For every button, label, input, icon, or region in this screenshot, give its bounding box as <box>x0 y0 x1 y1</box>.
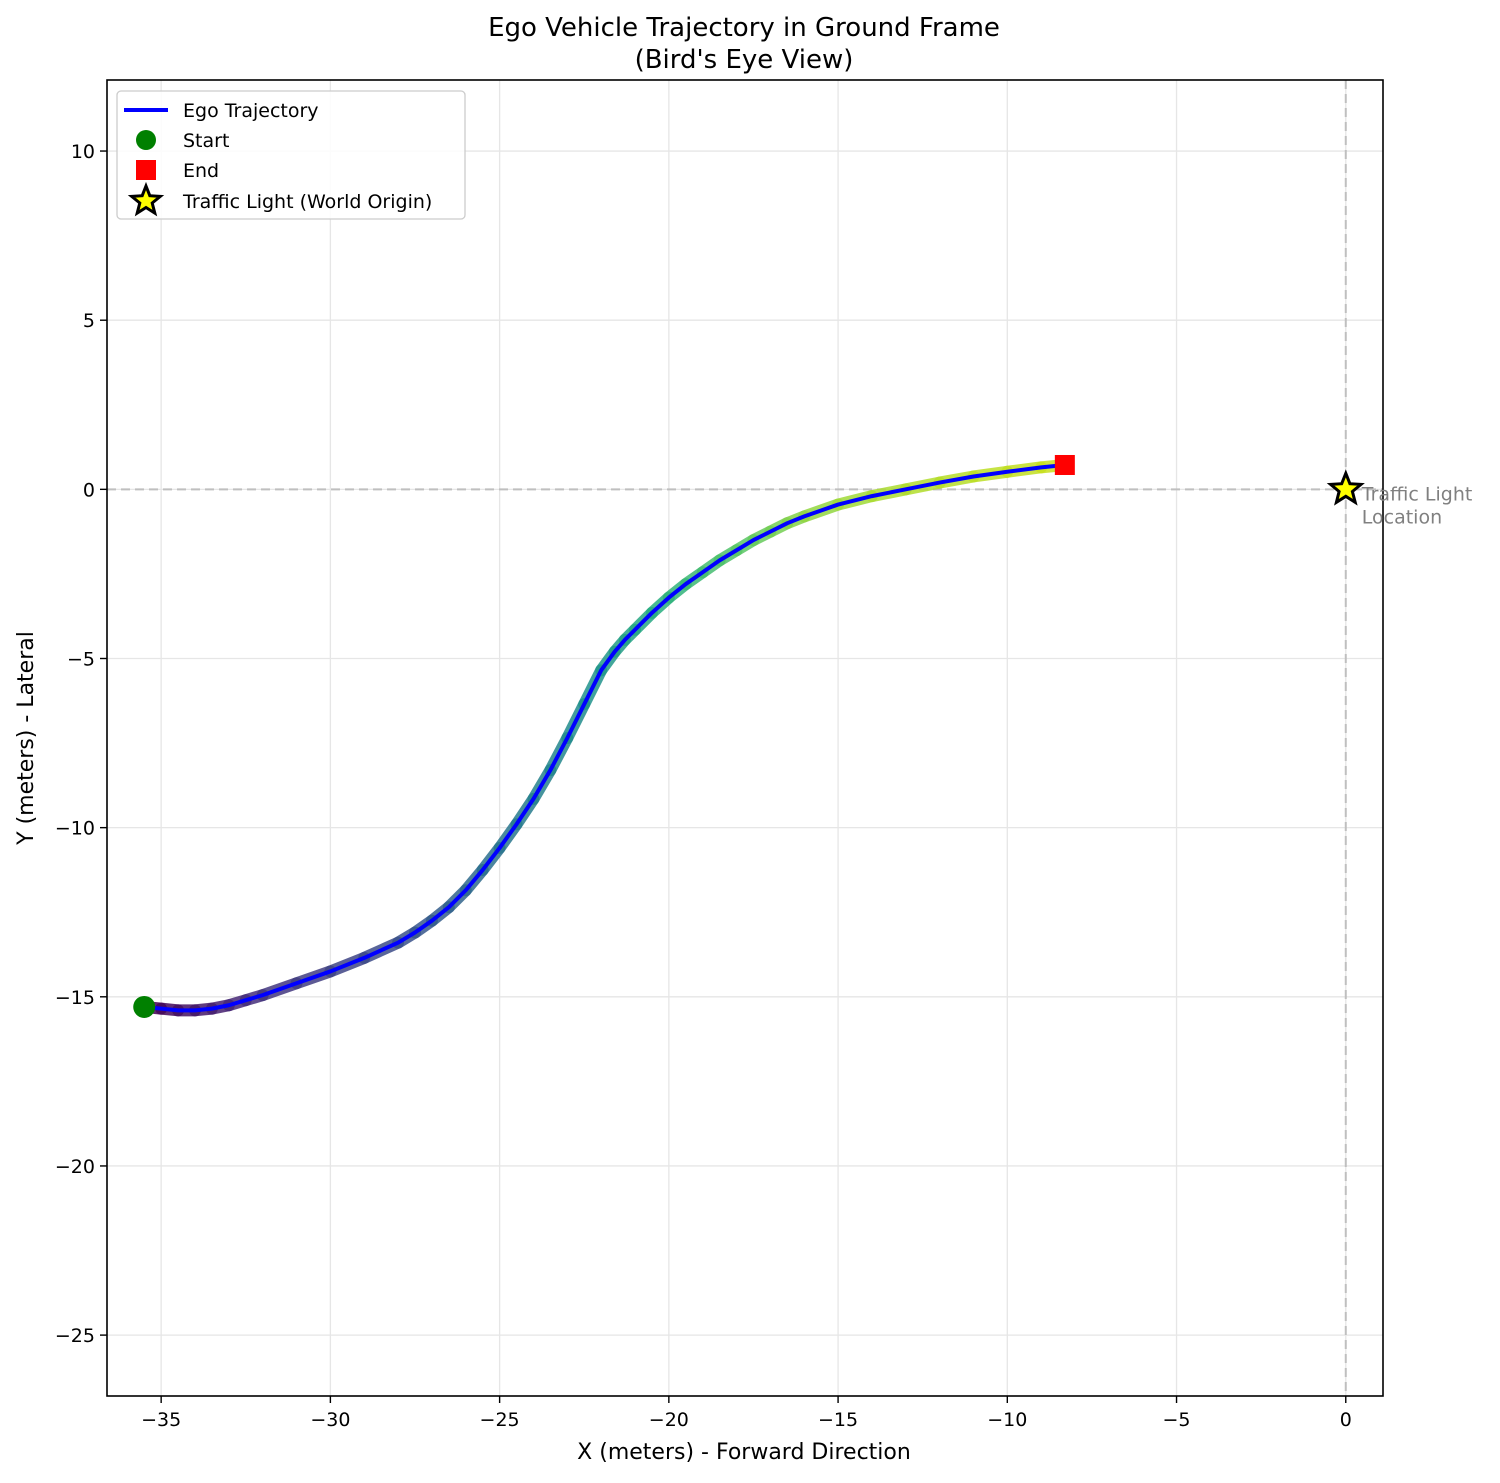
x-tick-label: −25 <box>480 1409 520 1431</box>
reference-lines <box>107 80 1383 1396</box>
traffic-light-annotation-line: Traffic Light <box>1361 483 1473 505</box>
y-tick-label: −20 <box>55 1156 95 1178</box>
legend-label: Ego Trajectory <box>183 100 319 122</box>
end-marker <box>1054 454 1075 475</box>
y-tick-label: −15 <box>55 987 95 1009</box>
y-tick-label: 10 <box>71 141 95 163</box>
legend-swatch-traffic-light <box>127 181 165 217</box>
y-tick-label: 5 <box>83 310 95 332</box>
x-tick-label: −15 <box>818 1409 858 1431</box>
y-tick-label: 0 <box>83 479 95 501</box>
legend-swatch-start <box>136 130 156 150</box>
x-tick-label: −20 <box>649 1409 689 1431</box>
x-axis-label: X (meters) - Forward Direction <box>577 1440 911 1465</box>
plot-frame <box>106 79 1384 1397</box>
y-tick-label: −10 <box>55 818 95 840</box>
y-axis-label: Y (meters) - Lateral <box>14 631 39 846</box>
x-tick-label: −10 <box>987 1409 1027 1431</box>
ego-trajectory-line <box>142 462 1067 1013</box>
axis-ticks: −35 −30 −25 −20 −15 −10 −5 0 10 5 0 −5 −10 −15 −20 −25 <box>55 141 1352 1431</box>
legend-label: Start <box>183 130 229 152</box>
y-tick-label: −5 <box>67 648 95 670</box>
x-tick-label: 0 <box>1340 1409 1352 1431</box>
legend-swatch-end <box>136 160 156 180</box>
data-layer <box>133 454 1365 1018</box>
legend: Ego Trajectory Start End Traffic Light (Wor… <box>116 90 466 220</box>
legend-label: Traffic Light (World Origin) <box>182 191 432 213</box>
legend-box <box>116 90 466 220</box>
chart-subtitle: (Bird's Eye View) <box>635 45 854 75</box>
x-tick-label: −35 <box>141 1409 181 1431</box>
legend-label: End <box>183 160 219 182</box>
chart-title: Ego Vehicle Trajectory in Ground Frame <box>488 13 1000 43</box>
start-marker <box>133 995 156 1018</box>
y-tick-label: −25 <box>55 1325 95 1347</box>
traffic-light-marker <box>1326 469 1365 506</box>
x-tick-label: −5 <box>1163 1409 1191 1431</box>
traffic-light-annotation-line: Location <box>1362 506 1442 528</box>
x-tick-label: −30 <box>310 1409 350 1431</box>
